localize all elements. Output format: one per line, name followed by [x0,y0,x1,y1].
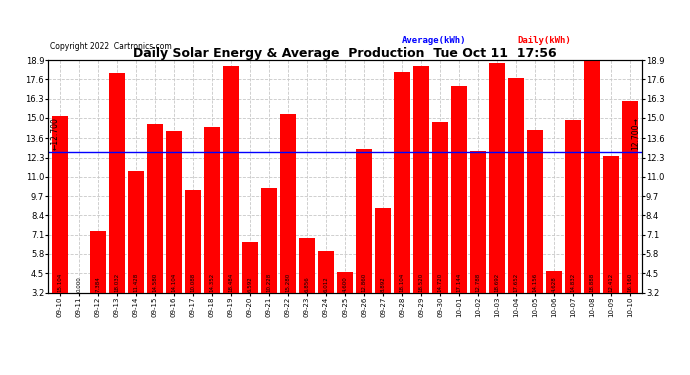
Text: 14.104: 14.104 [171,273,177,292]
Bar [432,122,448,292]
Text: 10.228: 10.228 [266,273,271,292]
Bar [546,272,562,292]
Text: Copyright 2022  Cartronics.com: Copyright 2022 Cartronics.com [50,42,172,51]
Bar [451,86,467,292]
Title: Daily Solar Energy & Average  Production  Tue Oct 11  17:56: Daily Solar Energy & Average Production … [133,47,557,60]
Bar [489,63,505,292]
Text: 18.032: 18.032 [115,273,119,292]
Bar [90,231,106,292]
Text: 17.652: 17.652 [513,273,519,292]
Text: 10.088: 10.088 [190,273,195,292]
Text: 14.580: 14.580 [152,273,157,292]
Bar [356,150,372,292]
Bar [565,120,581,292]
Text: 6.856: 6.856 [304,276,309,292]
Bar [375,208,391,292]
Text: 15.280: 15.280 [286,273,290,292]
Text: 14.352: 14.352 [209,273,215,292]
Bar [185,190,201,292]
Bar [52,116,68,292]
Text: 15.104: 15.104 [57,273,62,292]
Text: 12.700→: 12.700→ [631,117,640,150]
Bar [261,188,277,292]
Bar [470,150,486,292]
Text: 18.888: 18.888 [590,273,595,292]
Text: 0.000: 0.000 [76,276,81,292]
Text: 12.860: 12.860 [362,273,366,292]
Bar [337,272,353,292]
Text: ←12.700: ←12.700 [50,117,59,150]
Bar [109,73,125,292]
Bar [223,66,239,292]
Bar [603,156,620,292]
Text: 4.628: 4.628 [552,276,557,292]
Text: 18.104: 18.104 [400,273,404,292]
Text: 7.384: 7.384 [95,276,100,292]
Bar [413,66,429,292]
Bar [299,238,315,292]
Text: 18.484: 18.484 [228,273,233,292]
Text: 16.160: 16.160 [628,273,633,292]
Bar [166,131,182,292]
Text: Daily(kWh): Daily(kWh) [517,36,571,45]
Text: 11.428: 11.428 [133,273,138,292]
Bar [394,72,410,292]
Bar [622,100,638,292]
Bar [204,128,220,292]
Bar [584,60,600,292]
Text: 8.892: 8.892 [381,276,386,292]
Text: 4.600: 4.600 [342,276,348,292]
Text: 14.720: 14.720 [437,273,442,292]
Text: 18.692: 18.692 [495,273,500,292]
Bar [318,251,334,292]
Bar [241,242,258,292]
Text: 12.788: 12.788 [475,273,481,292]
Bar [128,171,144,292]
Text: 6.012: 6.012 [324,276,328,292]
Text: 14.156: 14.156 [533,273,538,292]
Bar [508,78,524,292]
Bar [280,114,296,292]
Text: 12.412: 12.412 [609,273,614,292]
Text: 18.520: 18.520 [419,273,424,292]
Text: 14.832: 14.832 [571,273,575,292]
Text: Average(kWh): Average(kWh) [402,36,466,45]
Bar [147,124,163,292]
Text: 6.592: 6.592 [248,276,253,292]
Bar [527,130,543,292]
Text: 17.144: 17.144 [457,273,462,292]
